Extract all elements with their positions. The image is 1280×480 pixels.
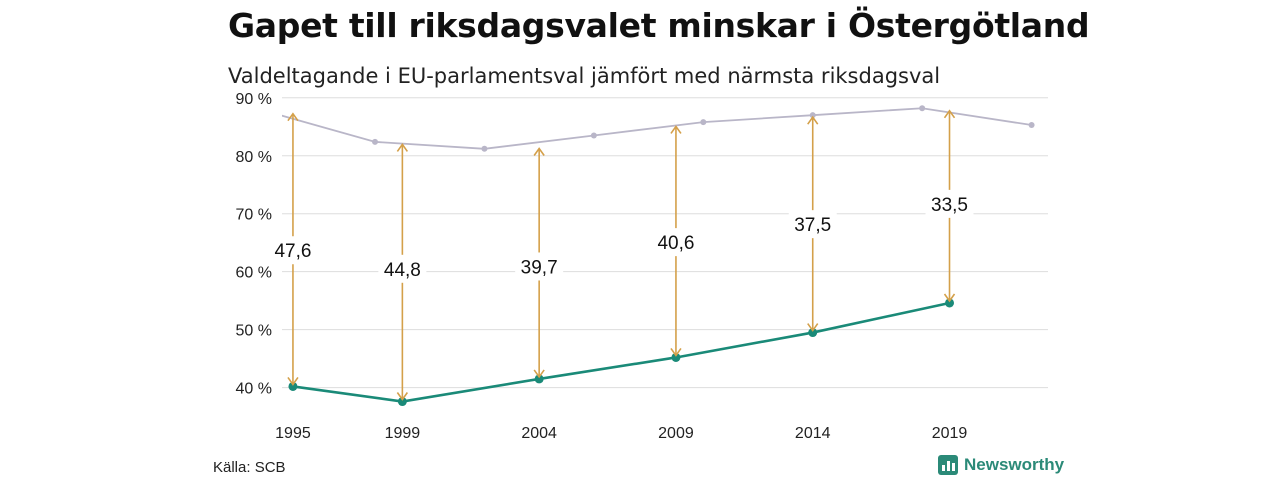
- riksdag-series-line: [282, 107, 1032, 150]
- riksdag-data-point: [1028, 122, 1035, 129]
- eu-data-point: [945, 298, 955, 308]
- gap-arrow-head: [670, 125, 682, 134]
- gap-label-bg: [515, 252, 564, 281]
- gap-label: 40,6: [657, 233, 694, 254]
- eu-data-point: [671, 352, 681, 362]
- y-tick-label: 80 %: [236, 149, 272, 166]
- x-tick-label: 2004: [521, 425, 557, 442]
- chart-subtitle: Valdeltagande i EU-parlamentsval jämfört…: [228, 64, 941, 88]
- eu-data-point: [534, 374, 544, 384]
- x-tick-label: 1995: [275, 425, 311, 442]
- y-tick-label: 60 %: [236, 265, 272, 282]
- eu-series-line: [292, 301, 950, 403]
- gap-arrow-head: [287, 376, 299, 386]
- y-axis: 40 % 50 % 60 % 70 % 80 % 90 %: [236, 91, 272, 398]
- riksdag-data-point: [481, 145, 488, 152]
- eu-data-point: [397, 397, 407, 407]
- gap-arrow-head: [807, 115, 819, 125]
- gap-label-bg: [378, 254, 427, 283]
- y-tick-label: 70 %: [236, 207, 272, 224]
- brand-name: Newsworthy: [964, 455, 1065, 474]
- gap-arrow-head: [287, 112, 299, 122]
- riksdag-data-point: [372, 138, 379, 145]
- grid-lines: [282, 97, 1048, 389]
- x-tick-label: 2009: [658, 425, 694, 442]
- gap-arrow-head: [670, 348, 682, 357]
- y-tick-label: 90 %: [236, 91, 272, 108]
- x-tick-label: 1999: [385, 425, 421, 442]
- brand-logo: Newsworthy: [938, 455, 1064, 475]
- series-lines: [282, 105, 1035, 407]
- gap-label: 37,5: [794, 215, 831, 236]
- y-tick-label: 50 %: [236, 323, 272, 340]
- gap-arrow-head: [943, 293, 956, 303]
- gap-label: 44,8: [384, 260, 421, 281]
- gap-arrow-head: [533, 147, 545, 156]
- gap-label: 47,6: [274, 241, 311, 262]
- riksdag-data-point: [700, 119, 707, 126]
- gap-label-bg: [925, 189, 974, 218]
- gap-arrow-head: [533, 369, 545, 379]
- gap-label-bg: [651, 228, 700, 257]
- gap-arrows: 47,6 44,8 39,7 40,6 37,5 33,5: [268, 109, 974, 401]
- chart-title: Gapet till riksdagsvalet minskar i Öster…: [228, 6, 1090, 45]
- gap-arrow-head: [807, 323, 819, 332]
- x-tick-label: 2014: [795, 425, 831, 442]
- gap-label: 39,7: [521, 257, 558, 278]
- gap-label-bg: [788, 210, 837, 239]
- eu-data-point: [808, 328, 818, 338]
- eu-data-point: [288, 381, 298, 391]
- gap-arrow-head: [396, 143, 409, 152]
- newsworthy-icon: [938, 455, 958, 475]
- x-axis: 1995 1999 2004 2009 2014 2019: [275, 425, 967, 442]
- x-tick-label: 2019: [932, 425, 968, 442]
- y-tick-label: 40 %: [236, 381, 272, 398]
- gap-label: 33,5: [931, 195, 968, 216]
- source-note: Källa: SCB: [213, 459, 286, 476]
- riksdag-data-point: [809, 112, 816, 119]
- gap-arrow-head: [396, 392, 409, 401]
- gap-label-bg: [268, 236, 317, 265]
- riksdag-data-point: [590, 132, 597, 139]
- riksdag-data-point: [919, 105, 926, 112]
- gap-arrow-head: [943, 109, 956, 119]
